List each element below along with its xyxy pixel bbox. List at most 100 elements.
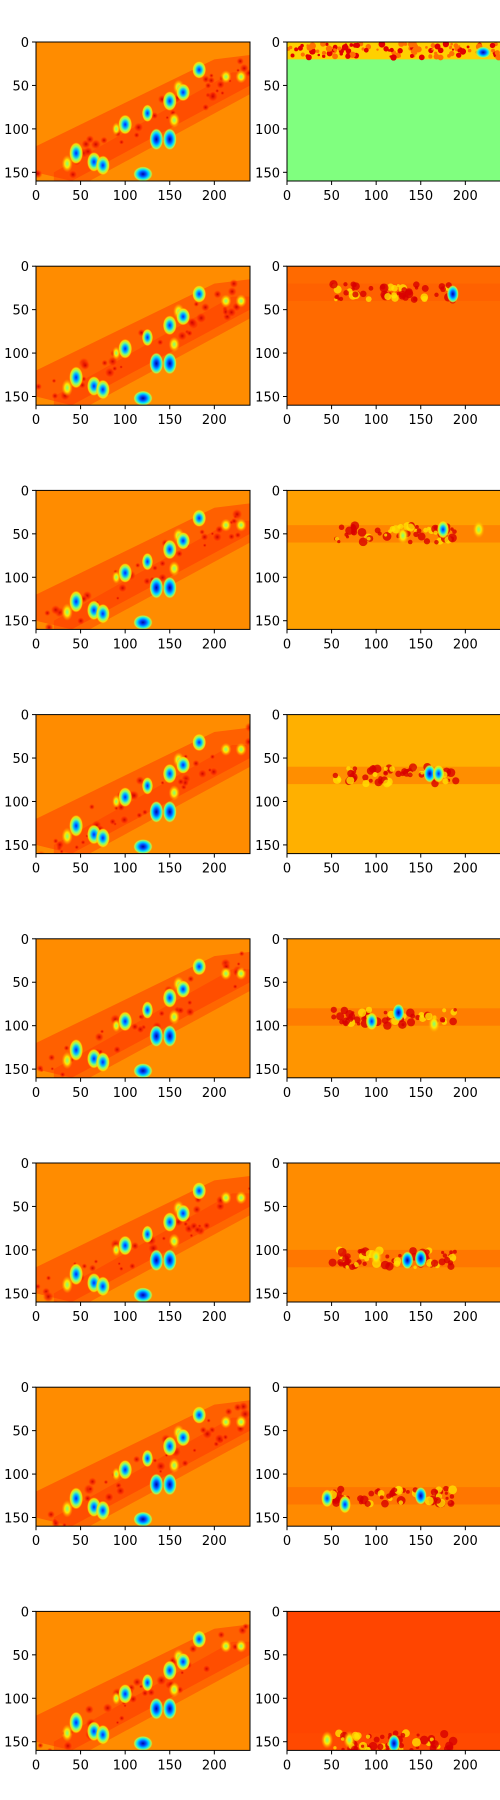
heatmap-speckle: [345, 53, 351, 59]
y-tick-label: 100: [255, 571, 280, 586]
heatmap-blob: [192, 733, 207, 752]
heatmap-speckle: [93, 1259, 99, 1264]
heatmap-blob: [168, 560, 180, 577]
heatmap-speckle: [445, 1496, 449, 1500]
heatmap-speckle: [354, 42, 361, 49]
heatmap-speckle: [88, 1264, 97, 1273]
heatmap-speckle: [442, 42, 450, 48]
x-tick-label: 0: [283, 413, 291, 428]
heatmap-blob: [168, 112, 180, 128]
heatmap-speckle: [424, 1496, 434, 1506]
heatmap-speckle: [321, 50, 327, 56]
heatmap-speckle: [344, 532, 349, 537]
x-tick-label: 150: [408, 1758, 433, 1773]
x-tick-label: 50: [323, 862, 340, 877]
heatmap-speckle: [412, 1737, 421, 1747]
heatmap-speckle: [409, 1247, 417, 1255]
heatmap-speckle: [337, 539, 341, 544]
heatmap-speckle: [202, 1221, 211, 1230]
heatmap-speckle: [101, 359, 109, 367]
heatmap-blob: [61, 1275, 73, 1294]
heatmap-speckle: [418, 54, 425, 61]
heatmap-speckle: [61, 1522, 68, 1527]
heatmap-blob: [61, 1724, 73, 1742]
heatmap-speckle: [238, 950, 245, 957]
heatmap-speckle: [337, 1485, 345, 1493]
heatmap-speckle: [158, 1469, 163, 1474]
heatmap-speckle: [431, 48, 434, 51]
heatmap-speckle: [204, 81, 212, 90]
heatmap-speckle: [448, 1736, 458, 1746]
heatmap-speckle: [59, 1071, 66, 1078]
heatmap-speckle: [434, 1496, 442, 1504]
heatmap-speckle: [87, 1476, 98, 1487]
x-tick-label: 150: [157, 862, 182, 877]
heatmap-speckle: [377, 1490, 385, 1497]
heatmap-speckle: [103, 1479, 109, 1485]
y-tick-label: 50: [12, 79, 29, 94]
heatmap-blob: [365, 1012, 378, 1031]
heatmap-speckle: [410, 1013, 416, 1019]
heatmap-speckle: [376, 48, 379, 51]
x-tick-label: 100: [113, 1310, 138, 1325]
heatmap-speckle: [138, 1014, 144, 1020]
heatmap-speckle: [373, 1736, 380, 1743]
x-tick-label: 0: [32, 413, 40, 428]
y-tick-label: 150: [4, 615, 29, 630]
axes-frame: [286, 938, 500, 1079]
heatmap-blob: [69, 1487, 84, 1510]
y-tick-label: 50: [263, 1649, 280, 1664]
heatmap-speckle: [391, 284, 398, 292]
heatmap-speckle: [358, 537, 368, 547]
heatmap-speckle: [115, 1485, 126, 1497]
heatmap-speckle: [47, 856, 52, 861]
heatmap-speckle: [351, 529, 358, 536]
heatmap-blob: [235, 294, 247, 308]
heatmap-blob: [220, 966, 232, 981]
heatmap-blob: [162, 315, 177, 336]
x-tick-label: 150: [157, 1310, 182, 1325]
heatmap-blob: [168, 1457, 180, 1474]
heatmap-blob: [112, 346, 121, 360]
heatmap-speckle: [423, 527, 429, 533]
heatmap-speckle: [405, 1489, 410, 1494]
heatmap-speckle: [213, 1433, 226, 1445]
x-tick-label: 150: [408, 1310, 433, 1325]
heatmap-speckle: [52, 1300, 59, 1302]
heatmap-blob: [396, 526, 409, 545]
heatmap-blob: [61, 827, 73, 846]
heatmap-blob: [220, 518, 232, 532]
heatmap-blob: [414, 1486, 427, 1505]
axes-frame: [35, 1386, 251, 1527]
y-tick-label: 0: [21, 484, 29, 499]
heatmap-speckle: [229, 278, 239, 289]
x-tick-label: 50: [72, 1758, 89, 1773]
heatmap-blob: [192, 1630, 207, 1648]
heatmap-blob: [176, 531, 191, 550]
heatmap-blob: [321, 1489, 334, 1508]
heatmap-speckle: [336, 1012, 345, 1021]
heatmap-speckle: [224, 1407, 233, 1416]
heatmap-blob: [168, 1681, 180, 1698]
heatmap-speckle: [450, 42, 453, 46]
x-tick-label: 100: [113, 1534, 138, 1549]
heatmap-blob: [95, 1500, 110, 1521]
heatmap-blob: [235, 1415, 247, 1429]
heatmap-blob: [168, 1009, 180, 1025]
heatmap-speckle: [467, 48, 472, 53]
heatmap-speckle: [209, 753, 216, 760]
heatmap-blob: [220, 70, 232, 84]
heatmap-speckle: [383, 766, 388, 771]
x-tick-label: 200: [202, 1310, 227, 1325]
heatmap-blob: [220, 1191, 232, 1205]
heatmap-blob: [141, 1225, 154, 1244]
heatmap-speckle: [341, 44, 349, 51]
x-tick-label: 150: [408, 1086, 433, 1101]
heatmap-speckle: [207, 767, 213, 773]
heatmap-speckle: [407, 1018, 416, 1027]
x-tick-label: 50: [72, 189, 89, 204]
heatmap-speckle: [63, 1044, 70, 1052]
heatmap-blob: [162, 1436, 177, 1457]
heatmap-speckle: [407, 772, 413, 778]
heatmap-speckle: [364, 1500, 371, 1507]
